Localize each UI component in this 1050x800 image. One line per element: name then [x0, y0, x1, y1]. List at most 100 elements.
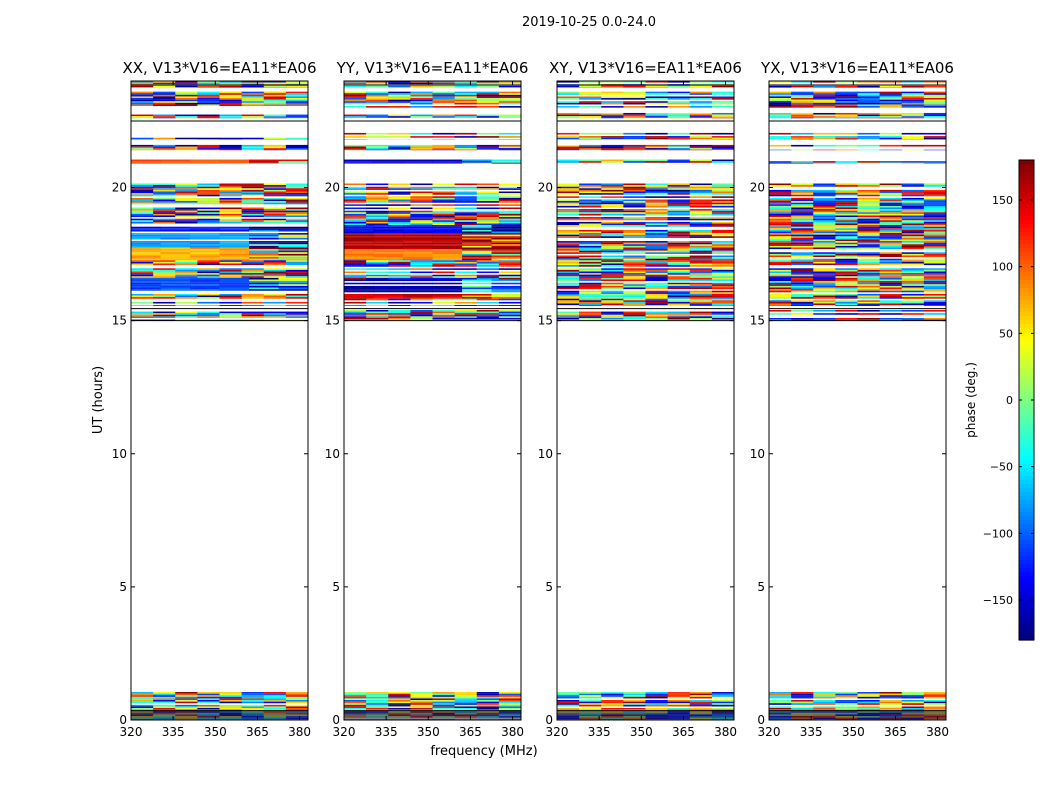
- phase-cell: [689, 704, 713, 707]
- phase-cell: [131, 698, 154, 701]
- phase-cell: [645, 132, 669, 135]
- phase-cell: [923, 295, 947, 298]
- phase-cell: [857, 237, 881, 240]
- phase-cell: [432, 228, 463, 230]
- phase-cell: [835, 237, 858, 240]
- phase-cell: [498, 207, 522, 210]
- phase-cell: [835, 185, 858, 187]
- phase-cell: [462, 290, 492, 293]
- phase-cell: [219, 201, 243, 203]
- phase-cell: [623, 144, 646, 147]
- phase-cell: [197, 185, 220, 187]
- phase-cell: [388, 692, 411, 694]
- phase-cell: [557, 255, 580, 258]
- phase-cell: [344, 301, 367, 304]
- phase-cell: [923, 207, 947, 210]
- phase-cell: [835, 287, 858, 290]
- phase-cell: [175, 271, 198, 274]
- colorbar-segment: [1019, 460, 1034, 465]
- phase-cell: [388, 204, 411, 206]
- colorbar-segment: [1019, 572, 1034, 577]
- phase-cell: [197, 295, 220, 298]
- phase-cell: [462, 161, 492, 163]
- phase-cell: [689, 204, 713, 206]
- phase-cell: [689, 258, 713, 261]
- phase-cell: [432, 252, 463, 254]
- phase-cell: [923, 228, 947, 230]
- phase-cell: [454, 85, 478, 88]
- phase-cell: [769, 263, 792, 266]
- phase-cell: [623, 98, 646, 100]
- phase-cell: [923, 212, 947, 214]
- phase-cell: [344, 309, 367, 312]
- phase-cell: [160, 241, 191, 243]
- phase-cell: [373, 247, 404, 250]
- phase-cell: [366, 210, 389, 213]
- phase-cell: [857, 295, 881, 298]
- phase-cell: [285, 101, 309, 103]
- phase-cell: [601, 234, 624, 237]
- phase-cell: [344, 204, 367, 206]
- phase-cell: [857, 213, 881, 216]
- phase-cell: [923, 194, 947, 197]
- phase-cell: [813, 261, 836, 264]
- phase-cell: [432, 255, 463, 258]
- phase-cell: [263, 104, 287, 107]
- phase-cell: [263, 82, 287, 85]
- phase-cell: [901, 317, 925, 320]
- phase-cell: [769, 319, 792, 321]
- phase-cell: [454, 271, 478, 274]
- phase-cell: [791, 112, 814, 115]
- phase-cell: [366, 96, 389, 99]
- phase-cell: [344, 149, 367, 151]
- phase-cell: [813, 245, 836, 248]
- phase-cell: [791, 225, 814, 227]
- phase-cell: [711, 217, 735, 219]
- phase-cell: [344, 82, 367, 85]
- phase-cell: [557, 290, 580, 293]
- phase-cell: [160, 277, 191, 280]
- phase-cell: [344, 218, 367, 221]
- phase-cell: [579, 159, 602, 162]
- phase-cell: [454, 701, 478, 704]
- y-tick-label: 15: [325, 314, 340, 328]
- colorbar-segment: [1019, 512, 1034, 517]
- phase-cell: [601, 117, 624, 119]
- phase-cell: [219, 316, 243, 318]
- phase-cell: [923, 96, 947, 99]
- phase-cell: [432, 132, 456, 135]
- phase-cell: [410, 148, 433, 150]
- phase-cell: [403, 287, 433, 290]
- phase-cell: [153, 693, 176, 696]
- phase-cell: [835, 189, 858, 192]
- phase-cell: [131, 197, 154, 200]
- phase-cell: [769, 217, 792, 219]
- phase-cell: [131, 91, 154, 94]
- phase-cell: [131, 287, 161, 290]
- phase-cell: [901, 199, 925, 202]
- phase-cell: [388, 708, 411, 710]
- phase-cell: [498, 193, 522, 195]
- phase-cell: [219, 188, 243, 190]
- phase-cell: [601, 700, 624, 702]
- phase-cell: [689, 313, 713, 315]
- phase-cell: [623, 102, 646, 105]
- phase-cell: [791, 279, 814, 282]
- phase-cell: [219, 199, 243, 202]
- phase-cell: [857, 693, 881, 696]
- phase-cell: [241, 696, 265, 699]
- phase-cell: [791, 114, 814, 117]
- phase-cell: [879, 277, 903, 280]
- phase-cell: [557, 297, 580, 299]
- phase-cell: [175, 297, 198, 299]
- phase-cell: [197, 102, 220, 105]
- phase-cell: [857, 703, 881, 705]
- phase-cell: [366, 316, 389, 318]
- phase-cell: [623, 234, 646, 237]
- phase-cell: [131, 237, 161, 240]
- phase-cell: [645, 708, 669, 710]
- phase-cell: [923, 233, 947, 235]
- phase-cell: [923, 279, 947, 282]
- phase-cell: [667, 149, 691, 151]
